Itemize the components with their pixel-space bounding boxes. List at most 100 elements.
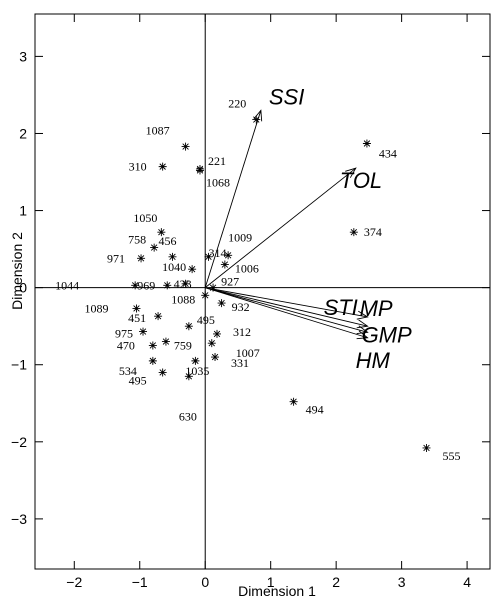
vector-hm-arrowhead	[356, 330, 369, 340]
point-marker	[168, 252, 177, 261]
point-marker	[184, 372, 193, 381]
x-tick-label: 3	[398, 574, 406, 590]
y-axis-title: Dimension 2	[9, 232, 25, 310]
vector-tol-label: TOL	[340, 168, 382, 193]
data-point: 927	[209, 275, 239, 292]
point-marker	[252, 115, 261, 124]
data-point: 1044	[55, 278, 140, 292]
point-label: 630	[179, 409, 197, 423]
point-marker	[150, 243, 159, 252]
vector-hm-label: HM	[356, 348, 391, 373]
x-tick-label: 2	[332, 574, 340, 590]
vector-sti-arrowhead	[356, 310, 369, 320]
y-tick-label: −1	[11, 357, 27, 373]
data-point: 423	[174, 277, 192, 291]
vector-tol-arrowhead	[345, 167, 357, 178]
point-label: 1087	[146, 124, 170, 138]
point-label: 555	[442, 449, 460, 463]
point-label: 969	[137, 278, 155, 292]
point-marker	[161, 337, 170, 346]
point-marker	[195, 166, 204, 175]
point-label: 1040	[162, 260, 186, 274]
point-marker	[201, 291, 210, 300]
data-point: 310	[129, 160, 167, 174]
point-label: 312	[233, 325, 251, 339]
point-label: 759	[174, 339, 192, 353]
x-tick-label: 0	[201, 574, 209, 590]
data-point: 975	[115, 327, 148, 341]
data-point: 494	[289, 397, 324, 417]
data-point: 456	[158, 234, 176, 261]
plot-border	[34, 13, 491, 570]
point-label: 1089	[84, 301, 108, 315]
point-label: 221	[208, 154, 226, 168]
data-point: 1088	[171, 291, 210, 306]
point-label: 1050	[133, 211, 157, 225]
point-marker	[137, 254, 146, 263]
vector-sti-line	[205, 287, 368, 318]
point-label: 494	[306, 403, 324, 417]
point-marker	[139, 327, 148, 336]
point-label: 220	[228, 97, 246, 111]
data-point: 220	[228, 97, 261, 124]
data-point: 470	[117, 338, 157, 352]
data-point: 1009	[224, 230, 252, 260]
point-label: 971	[107, 251, 125, 265]
vector-mp-line	[205, 287, 368, 327]
data-point: 495	[184, 313, 215, 331]
vector-gmp-arrowhead	[356, 325, 369, 335]
point-marker	[213, 329, 221, 338]
point-marker	[181, 142, 190, 151]
point-label: 1007	[236, 346, 260, 360]
point-marker	[220, 260, 229, 269]
point-label: 456	[158, 234, 176, 248]
data-point: 331	[211, 353, 249, 370]
data-point: 534	[119, 356, 157, 378]
data-point: 374	[349, 225, 382, 239]
data-point: 451	[128, 311, 163, 325]
vector-mp-label: MP	[360, 296, 393, 321]
point-label: 534	[119, 364, 137, 378]
axis-ticks: −2 −1 0 1 2 3 4 −3 −2 −1 0 1 2 3	[11, 14, 490, 590]
vector-tol-line	[204, 167, 357, 288]
data-point: 971	[107, 251, 146, 265]
point-label: 434	[379, 147, 397, 161]
point-marker	[289, 397, 298, 406]
point-marker	[148, 356, 157, 365]
data-point: 555	[422, 443, 460, 463]
data-point: 1040	[162, 260, 197, 274]
point-label: 374	[364, 225, 382, 239]
point-marker	[181, 279, 190, 288]
x-tick-label: −2	[66, 574, 82, 590]
data-point: 1050	[133, 211, 166, 237]
y-tick-label: −3	[11, 511, 27, 527]
point-label: 451	[128, 311, 146, 325]
point-label: 495	[129, 373, 147, 387]
x-axis-title: Dimension 1	[238, 583, 316, 599]
point-label: 310	[129, 160, 147, 174]
point-label: 1068	[206, 175, 230, 189]
vector-ssi-label: SSI	[269, 84, 304, 109]
data-point: 314	[204, 246, 226, 261]
point-marker	[209, 283, 218, 292]
vector-sti-label: STI	[324, 295, 358, 320]
point-marker	[184, 322, 193, 331]
point-marker	[163, 281, 172, 290]
point-label: 975	[115, 327, 133, 341]
zero-reference-lines	[35, 14, 490, 569]
point-marker	[131, 281, 140, 290]
vector-gmp-label: GMP	[362, 322, 412, 347]
point-label: 331	[231, 356, 249, 370]
point-marker	[188, 265, 197, 274]
x-tick-label: 4	[463, 574, 471, 590]
data-point: 495	[129, 368, 167, 387]
data-point: 759	[161, 337, 192, 353]
point-label: 1044	[55, 278, 79, 292]
point-marker	[362, 139, 371, 148]
y-tick-label: 3	[19, 48, 27, 64]
point-label: 932	[232, 300, 250, 314]
point-marker	[211, 353, 220, 362]
point-marker	[217, 299, 226, 308]
point-marker	[158, 162, 167, 171]
